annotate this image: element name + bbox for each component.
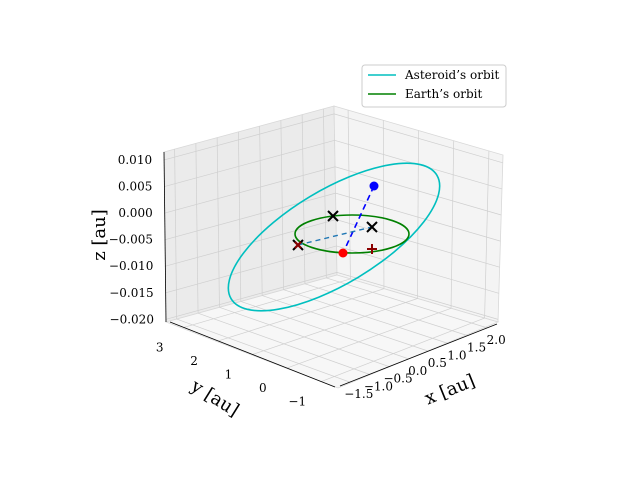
grid-x-wall-1 bbox=[195, 143, 199, 314]
asteroid-earth-dashed-line bbox=[342, 185, 375, 254]
legend-box bbox=[361, 64, 507, 108]
grid-y-floor-3 bbox=[218, 288, 385, 342]
earth-point bbox=[338, 248, 348, 258]
grid-x-7 bbox=[326, 277, 488, 329]
x-tick-label: 2.0 bbox=[487, 333, 506, 347]
grid-z-6 bbox=[165, 271, 499, 320]
z-tick-label: 0.000 bbox=[118, 206, 152, 220]
grid-x-wall-5 bbox=[280, 120, 284, 290]
grid-y-wall-2 bbox=[417, 130, 419, 299]
x-tick-label: 1.0 bbox=[447, 348, 466, 362]
grid-x-wall-3 bbox=[238, 131, 242, 302]
y-tick-label: −1 bbox=[288, 395, 306, 409]
x-tick-label: −0.5 bbox=[383, 372, 412, 386]
grid-z-2 bbox=[164, 166, 502, 216]
plus-marker bbox=[367, 244, 377, 254]
z-tick-label: −0.020 bbox=[110, 312, 154, 326]
grid-x-wall-6 bbox=[301, 114, 306, 284]
z-axis-line bbox=[163, 151, 167, 323]
y-tick-label: 0 bbox=[259, 381, 267, 395]
grid-y-wall-1 bbox=[450, 140, 455, 309]
plot-area bbox=[227, 162, 441, 312]
x-tick-label: 0.0 bbox=[408, 364, 427, 378]
legend-label-asteroid: Asteroid’s orbit bbox=[404, 68, 499, 82]
z-tick-label: 0.010 bbox=[118, 153, 152, 167]
z-tick-label: −0.015 bbox=[109, 286, 153, 300]
y-axis-label: y [au] bbox=[186, 375, 242, 421]
grid-y-floor-1 bbox=[286, 307, 452, 369]
projection-dashed-line bbox=[297, 226, 373, 246]
asteroid-point bbox=[369, 181, 379, 191]
grid-y-wall-0 bbox=[484, 150, 490, 319]
x-marker-inner bbox=[294, 241, 302, 249]
grid-x-wall-0 bbox=[174, 149, 178, 320]
y-tick-label: 2 bbox=[190, 354, 198, 368]
x-tick-label: 1.5 bbox=[467, 341, 486, 355]
grid-x-5 bbox=[283, 289, 449, 344]
z-tick-label: 0.005 bbox=[118, 180, 152, 194]
z-axis-label: z [au] bbox=[89, 209, 110, 261]
legend-label-earth: Earth’s orbit bbox=[405, 87, 482, 101]
z-tick-label: −0.010 bbox=[109, 259, 153, 273]
y-tick-label: 1 bbox=[225, 368, 233, 382]
grid-z-3 bbox=[164, 192, 501, 242]
axis-lines bbox=[163, 151, 498, 388]
grid-y-floor-0 bbox=[321, 317, 485, 382]
y-axis-line bbox=[169, 321, 336, 388]
grid-x-wall-4 bbox=[259, 126, 263, 296]
y-tick-label: 3 bbox=[156, 340, 164, 354]
asteroid-orbit-line bbox=[227, 162, 441, 312]
grid-z-1 bbox=[164, 139, 503, 190]
grid-y-floor-4 bbox=[183, 278, 351, 328]
x-marker bbox=[366, 221, 378, 233]
earth-orbit-line bbox=[294, 214, 410, 254]
grid-x-wall-7 bbox=[323, 108, 327, 278]
x-axis-line bbox=[339, 323, 498, 387]
x-axis-label: x [au] bbox=[422, 370, 478, 409]
grid-x-wall-2 bbox=[216, 137, 220, 308]
z-tick-label: −0.005 bbox=[109, 233, 153, 247]
legend: Asteroid’s orbit Earth’s orbit bbox=[361, 64, 507, 108]
grid-y-wall-4 bbox=[347, 110, 351, 279]
x-tick-label: −1.0 bbox=[364, 379, 393, 393]
x-marker bbox=[327, 210, 339, 222]
tick-labels: −1.5−1.0−0.50.00.51.01.52.0 −1 0 1 2 3 0.010 0.… bbox=[109, 153, 506, 409]
x-tick-label: 0.5 bbox=[428, 356, 447, 370]
grid-z-5 bbox=[165, 245, 499, 294]
x-tick-label: −1.5 bbox=[344, 387, 373, 401]
grid-z-0 bbox=[164, 113, 503, 164]
grid-x-6 bbox=[304, 283, 468, 336]
grid-y-floor-2 bbox=[252, 298, 418, 355]
